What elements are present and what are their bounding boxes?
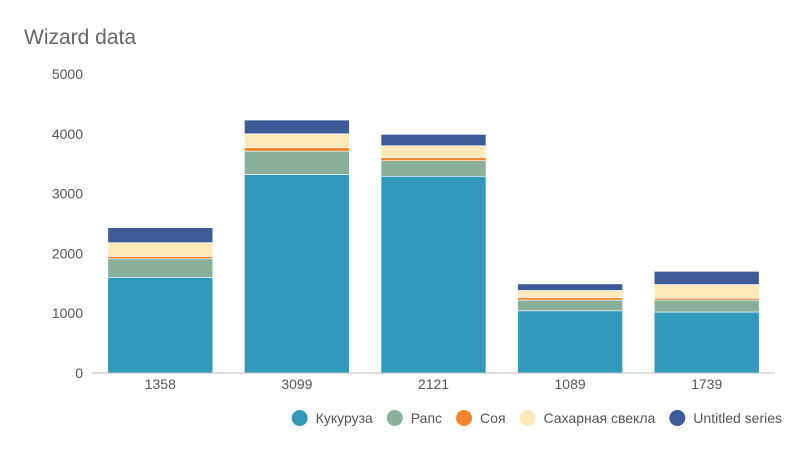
bar-segment bbox=[653, 299, 760, 313]
bar-segment bbox=[107, 227, 214, 243]
y-tick-label: 5000 bbox=[52, 66, 83, 82]
bar-segment bbox=[380, 160, 487, 177]
legend-label: Рапс bbox=[411, 410, 442, 426]
bar-segment bbox=[380, 145, 487, 159]
bar-segment bbox=[653, 284, 760, 299]
x-axis-ticks: 1358 3099 2121 1089 1739 bbox=[145, 376, 723, 392]
legend-label: Кукуруза bbox=[316, 410, 373, 426]
y-tick-label: 3000 bbox=[52, 186, 83, 202]
legend-marker bbox=[456, 410, 473, 426]
legend-label: Соя bbox=[480, 410, 505, 426]
bar-segment bbox=[517, 299, 623, 312]
y-axis-ticks: 0 1000 2000 3000 4000 5000 bbox=[52, 66, 83, 381]
x-tick-label: 1089 bbox=[555, 376, 586, 392]
x-tick-label: 1358 bbox=[145, 376, 176, 392]
y-tick-label: 0 bbox=[75, 365, 83, 381]
legend-marker bbox=[386, 410, 403, 426]
bar-segment bbox=[653, 311, 760, 374]
x-tick-label: 1739 bbox=[691, 376, 722, 392]
bar-segment bbox=[244, 147, 350, 152]
bar-segment bbox=[107, 256, 214, 260]
bar-segment bbox=[517, 297, 623, 301]
bar-segment bbox=[517, 283, 623, 291]
legend-marker bbox=[669, 410, 686, 426]
bar-segment bbox=[244, 174, 350, 374]
x-tick-label: 2121 bbox=[418, 376, 449, 392]
x-tick-label: 3099 bbox=[281, 376, 312, 392]
bar-segment bbox=[517, 290, 623, 298]
bar-segment bbox=[380, 157, 487, 162]
y-tick-label: 1000 bbox=[52, 305, 83, 321]
legend-label: Untitled series bbox=[693, 410, 782, 426]
bar-segment bbox=[653, 271, 760, 285]
bar-segment bbox=[244, 150, 350, 175]
chart-title: Wizard data bbox=[24, 26, 137, 49]
bar-segment bbox=[107, 242, 214, 257]
bar-segment bbox=[107, 277, 214, 374]
bars-group bbox=[107, 119, 760, 374]
bar-segment bbox=[517, 310, 623, 374]
legend-label: Сахарная свекла bbox=[544, 410, 656, 426]
y-tick-label: 4000 bbox=[52, 126, 83, 142]
legend-marker bbox=[519, 410, 536, 426]
bar-segment bbox=[380, 175, 487, 374]
bar-segment bbox=[244, 119, 350, 135]
legend: Кукуруза Рапс Соя Сахарная свекла Untitled s… bbox=[291, 410, 782, 426]
legend-marker bbox=[291, 410, 308, 426]
y-tick-label: 2000 bbox=[52, 245, 83, 261]
bar-segment bbox=[107, 258, 214, 278]
bar-segment bbox=[244, 133, 350, 148]
bar-segment bbox=[380, 134, 487, 147]
